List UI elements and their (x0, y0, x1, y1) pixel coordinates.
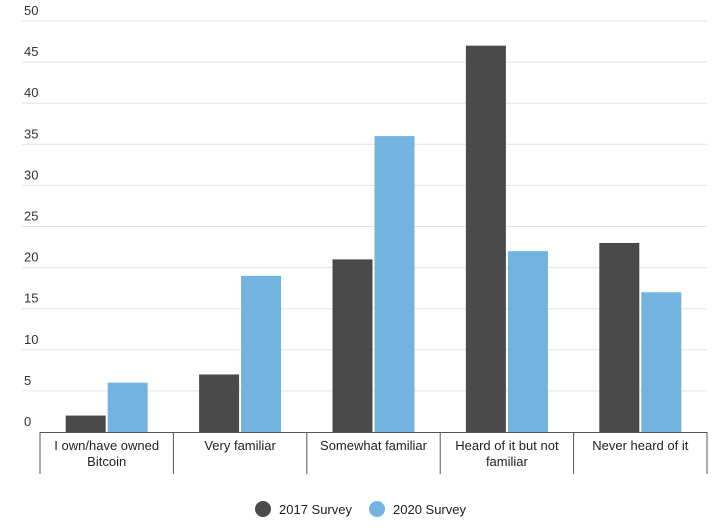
bar-survey-2017-3 (465, 45, 506, 432)
bar-survey-2017-0 (65, 415, 106, 432)
x-category-label: Very familiar (204, 438, 276, 453)
y-tick-label: 20 (24, 250, 38, 265)
legend-label: 2020 Survey (393, 502, 466, 517)
x-category-label: Never heard of it (592, 438, 688, 453)
y-tick-label: 25 (24, 209, 38, 224)
y-tick-label: 35 (24, 126, 38, 141)
bar-survey-2017-4 (599, 242, 640, 432)
bar-survey-2017-1 (199, 374, 240, 432)
y-tick-label: 15 (24, 291, 38, 306)
x-category-label: Heard of it but not (455, 438, 559, 453)
y-tick-label: 5 (24, 373, 31, 388)
y-tick-label: 45 (24, 44, 38, 59)
y-axis-ticks: 0 5 10 15 20 25 30 35 40 45 50 (24, 3, 38, 429)
y-tick-label: 0 (24, 414, 31, 429)
bar-survey-2017-2 (332, 259, 373, 432)
y-tick-label: 10 (24, 332, 38, 347)
bar-survey-2020-2 (374, 136, 415, 432)
y-tick-label: 30 (24, 167, 38, 182)
x-category-label: Bitcoin (87, 454, 126, 469)
legend: 2017 Survey 2020 Survey (255, 501, 466, 517)
x-category-label: familiar (486, 454, 529, 469)
bar-survey-2020-1 (241, 275, 282, 432)
bar-survey-2020-3 (507, 251, 548, 432)
y-tick-label: 50 (24, 3, 38, 18)
gridlines (22, 20, 707, 392)
x-category-label: Somewhat familiar (320, 438, 428, 453)
bars (65, 45, 682, 432)
bar-survey-2020-4 (641, 292, 682, 432)
y-tick-label: 40 (24, 85, 38, 100)
bar-survey-2020-0 (107, 382, 148, 432)
legend-marker-survey-2017 (255, 501, 271, 517)
x-category-label: I own/have owned (54, 438, 159, 453)
legend-label: 2017 Survey (279, 502, 352, 517)
legend-marker-survey-2020 (369, 501, 385, 517)
